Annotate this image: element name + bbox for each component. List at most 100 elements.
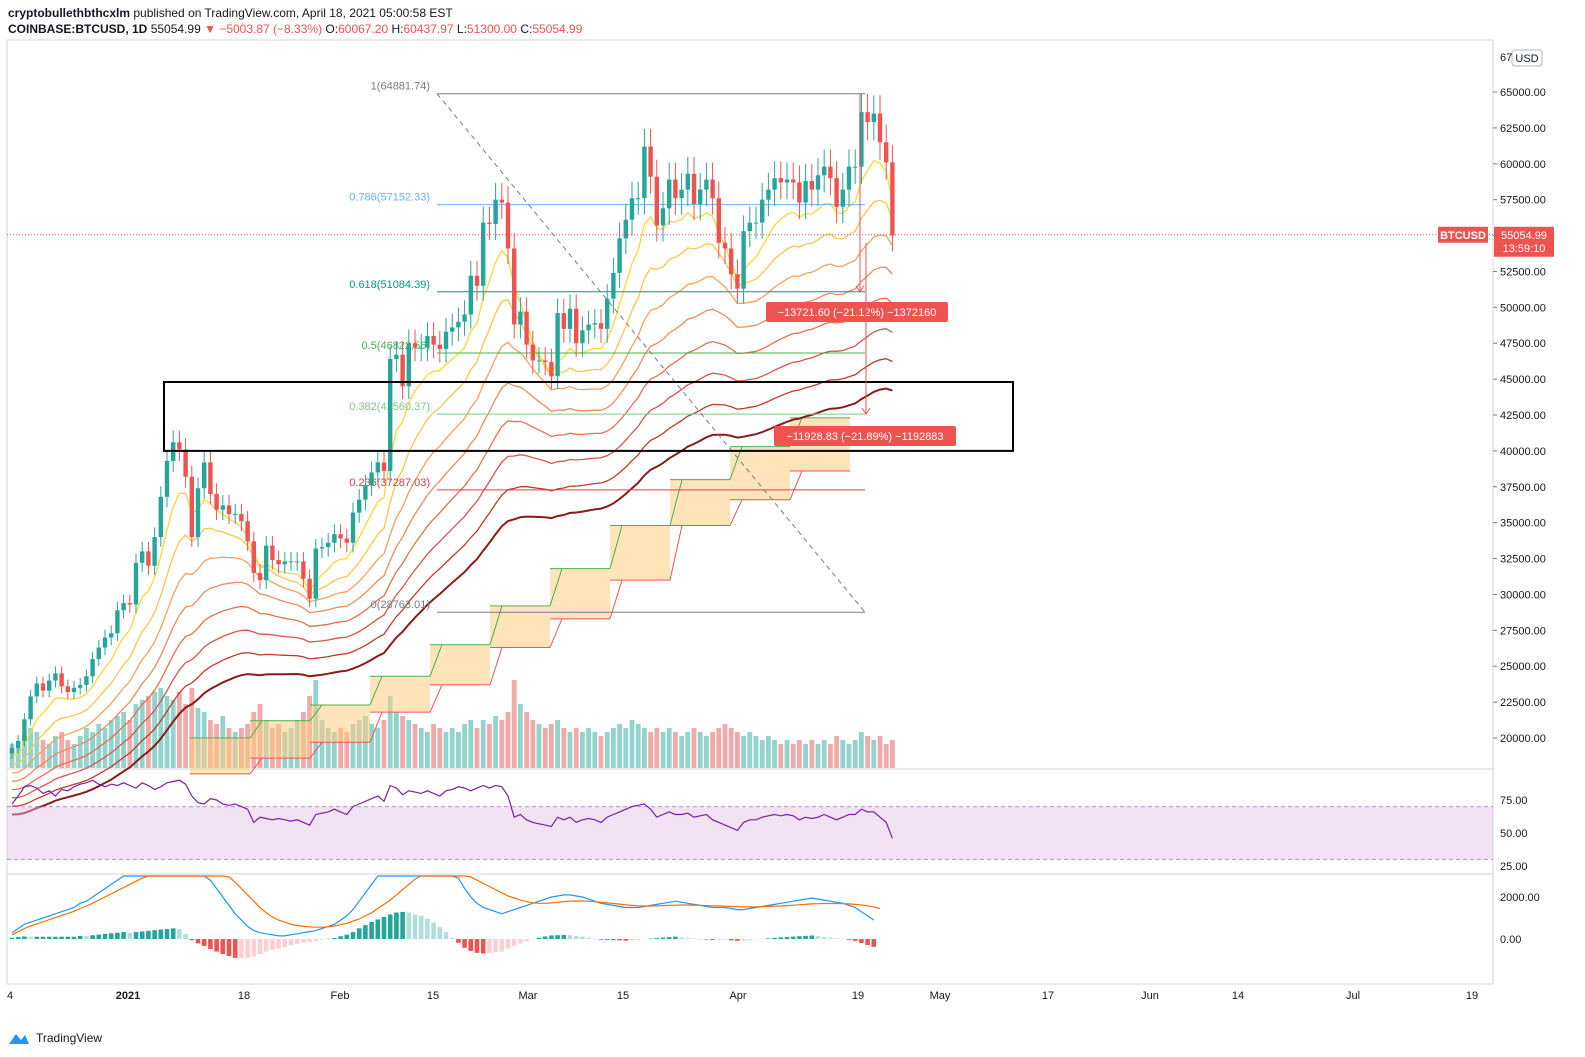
volume-bar [766,736,771,768]
macd-hist-bar [226,939,232,957]
candle-body [660,208,666,226]
ema-line [11,234,893,774]
candle-body [698,189,703,204]
fib-label: 0.236(37287.03) [349,477,430,489]
price-tick-label: 62500.00 [1500,123,1546,135]
volume-bar [697,732,703,768]
price-tick-label: 52500.00 [1500,266,1546,278]
candle-body [394,354,399,360]
macd-hist-bar [691,938,697,939]
volume-bar [604,732,610,768]
macd-hist-bar [629,939,635,941]
ema-line [11,328,893,799]
cloud-bottom-edge [309,742,323,759]
tradingview-footer[interactable]: TradingView [8,1031,102,1045]
volume-bar [642,728,647,768]
candle-body [84,676,89,685]
volume-bar [96,724,102,768]
macd-hist-bar [487,939,492,953]
measure-box-1[interactable]: −13721.60 (−21.12%) −1372160 [766,302,948,322]
time-tick-label: 19 [1466,990,1478,1002]
price-axis[interactable]: 20000.00 22500.00 25000.00 27500.00 30000.00… [1493,87,1546,745]
macd-hist-bar [437,927,443,939]
macd-hist-bar [195,939,201,944]
price-tick-label: 42500.00 [1500,410,1546,422]
candle-body [871,113,876,123]
symbol-label[interactable]: COINBASE:BTCUSD, 1D [8,22,148,36]
candle-body [512,248,517,325]
macd-hist-bar [673,936,678,939]
fibonacci-retracement[interactable]: 1(64881.74) 0.786(57152.33) 0.618(51084.39… [349,81,866,613]
candle-body [295,561,300,563]
candle-body [834,178,839,207]
volume-bar [890,740,895,768]
volume-bar [635,724,641,768]
measure-box-2[interactable]: −11928.83 (−21.89%) −1192883 [774,426,956,446]
measurement-tools[interactable]: −13721.60 (−21.12%) −1372160 −11928.83 (… [766,93,956,446]
price-tick-label: 27500.00 [1500,625,1546,637]
time-tick-label: Mar [519,990,538,1002]
cloud-step [250,720,310,759]
cloud-top-edge [729,446,743,480]
fib-trend-line [436,93,866,613]
macd-hist-bar [239,939,244,958]
macd-hist-bar [511,939,517,946]
candle-body [586,324,591,331]
time-tick-label: Jul [1346,990,1360,1002]
candle-body [487,222,492,225]
macd-hist-bar [865,939,870,946]
macd-hist-bar [53,936,58,939]
currency-badge[interactable]: USD [1511,49,1543,67]
price-tick-label: 35000.00 [1500,518,1546,530]
measure-label-1-bg [766,302,948,322]
price-tick-label: 40000.00 [1500,446,1546,458]
macd-hist-bar [46,936,52,939]
high-value: 60437.97 [403,22,454,36]
volume-bar [158,688,164,768]
current-price-badges: BTCUSD 55054.99 13:59:10 [1438,226,1554,257]
fib-label: 0.786(57152.33) [349,192,430,204]
macd-hist-bar [499,939,505,952]
cloud-top-edge [549,568,563,607]
volume-bar [685,732,691,768]
cloud-step [370,676,430,713]
volume-bar [121,712,126,768]
support-zone-box[interactable] [163,380,1014,452]
rsi-tick-label: 25.00 [1500,861,1528,873]
macd-hist-bar [449,937,455,939]
candle-body [561,313,566,329]
macd-hist-bar [276,939,281,949]
volume-bar [598,736,604,768]
candle-body [778,178,783,183]
macd-hist-bar [201,939,207,946]
candle-body [245,521,250,542]
macd-hist-bar [257,939,263,955]
macd-hist-bar [394,912,399,939]
macd-hist-bar [115,932,120,939]
current-price-badge: 55054.99 [1501,230,1547,242]
cloud-top-edge [309,704,323,722]
candle-body [567,308,573,329]
change-value: −5003.87 (−8.33%) [219,22,323,36]
candlesticks [9,93,895,760]
macd-hist-bar [245,939,250,958]
volume-bar [139,700,145,768]
macd-hist-bar [313,939,319,942]
publisher-name[interactable]: cryptobullethbthcxlm [8,6,131,20]
time-axis[interactable]: 4 2021 18 Feb 15 Mar 15 Apr 19 May 17 Jun 14 Jul 19 [7,990,1478,1002]
macd-hist-bar [431,922,436,939]
volume-bar [387,696,393,768]
macd-hist-bar [152,930,157,939]
rsi-band [7,806,1493,860]
macd-hist-bar [356,928,362,939]
volume-bar [394,712,399,768]
measure-arrowhead-1 [855,285,865,293]
candle-body [555,313,560,377]
macd-hist-bar [102,933,108,939]
ema-line [11,266,893,782]
cloud-top-edge [669,479,683,526]
candle-body [667,179,672,209]
candle-body [425,336,430,348]
macd-hist-bar [549,935,554,939]
